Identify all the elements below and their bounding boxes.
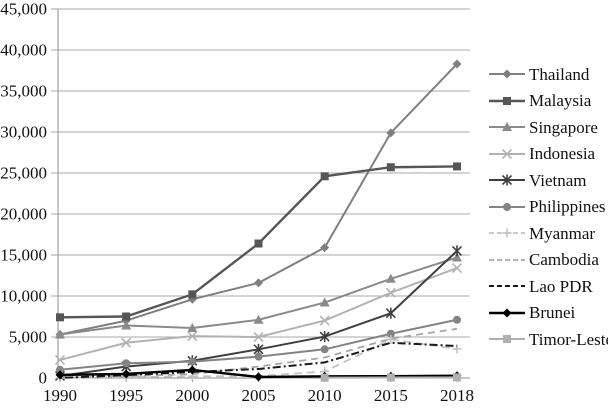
legend-label: Indonesia (529, 144, 596, 164)
y-tick-label: 45,000 (0, 0, 47, 19)
legend-sample-cambodia (489, 258, 525, 261)
legend-label: Lao PDR (529, 276, 593, 296)
legend-label: Cambodia (529, 250, 599, 270)
legend-label: Thailand (529, 64, 590, 84)
legend-label: Timor-Leste (529, 329, 608, 349)
legend-sample-timor-leste (489, 335, 525, 344)
y-tick-label: 5,000 (9, 328, 47, 347)
legend-sample-indonesia (489, 148, 525, 159)
legend-sample-brunei (489, 308, 525, 318)
legend-label: Philippines (529, 197, 606, 217)
x-tick-label: 1990 (43, 386, 77, 405)
legend-item-cambodia: Cambodia (487, 247, 608, 274)
legend-sample-philippines (489, 202, 525, 211)
legend-item-malaysia: Malaysia (487, 88, 608, 115)
legend-sample-malaysia (489, 96, 525, 105)
legend-item-thailand: Thailand (487, 61, 608, 88)
y-tick-label: 10,000 (0, 287, 47, 306)
series-markers-singapore (55, 252, 462, 339)
legend-label: Myanmar (529, 223, 596, 243)
legend-label: Singapore (529, 117, 598, 137)
y-tick-label: 0 (39, 369, 48, 388)
series-markers-vietnam (54, 245, 463, 382)
y-tick-label: 35,000 (0, 82, 47, 101)
chart-legend: Thailand Malaysia Singapore Indonesia Vi… (487, 61, 608, 353)
legend-item-philippines: Philippines (487, 194, 608, 221)
legend-sample-myanmar (489, 228, 525, 238)
x-tick-label: 2015 (374, 386, 408, 405)
y-tick-label: 30,000 (0, 123, 47, 142)
legend-sample-lao-pdr (489, 285, 525, 288)
x-tick-label: 2018 (440, 386, 474, 405)
legend-item-vietnam: Vietnam (487, 167, 608, 194)
legend-item-myanmar: Myanmar (487, 220, 608, 247)
x-tick-label: 2005 (242, 386, 276, 405)
legend-sample-singapore (489, 122, 525, 132)
legend-item-indonesia: Indonesia (487, 141, 608, 168)
y-tick-label: 15,000 (0, 246, 47, 265)
x-tick-label: 2010 (308, 386, 342, 405)
legend-label: Vietnam (529, 170, 587, 190)
legend-sample-thailand (489, 69, 525, 79)
legend-item-brunei: Brunei (487, 300, 608, 327)
series-line-thailand (59, 63, 458, 336)
series-line-lao-pdr (59, 341, 458, 379)
series-markers-thailand (55, 59, 462, 340)
y-tick-label: 20,000 (0, 205, 47, 224)
y-tick-label: 40,000 (0, 41, 47, 60)
legend-item-timor-leste: Timor-Leste (487, 326, 608, 353)
legend-label: Brunei (529, 303, 576, 323)
series-markers-philippines (56, 315, 461, 374)
legend-label: Malaysia (529, 91, 592, 111)
legend-sample-vietnam (489, 174, 525, 186)
legend-item-lao-pdr: Lao PDR (487, 273, 608, 300)
series-markers-malaysia (56, 162, 461, 322)
legend-item-singapore: Singapore (487, 114, 608, 141)
y-tick-label: 25,000 (0, 164, 47, 183)
series-markers-indonesia (54, 263, 463, 366)
x-tick-label: 2000 (175, 386, 209, 405)
series-markers-timor-leste (320, 373, 461, 382)
x-tick-label: 1995 (109, 386, 143, 405)
